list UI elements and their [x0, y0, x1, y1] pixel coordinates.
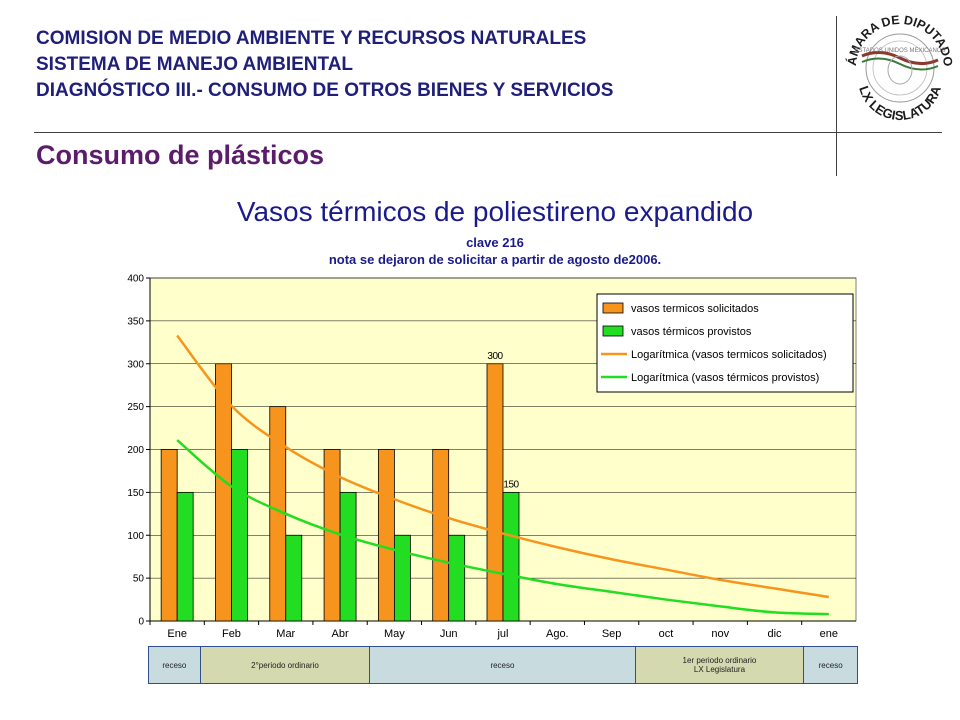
period-cell-receso-1: receso — [148, 646, 201, 684]
legend-box — [596, 293, 854, 393]
camara-seal-logo: CÁMARA DE DIPUTADOS ESTADOS UNIDOS MEXIC… — [840, 6, 955, 123]
seal-inner-ring — [872, 40, 928, 96]
chart-subtitle-line-1: clave 216 — [466, 235, 524, 250]
legend-label: vasos térmicos provistos — [631, 326, 752, 338]
x-tick-label: Sep — [602, 628, 622, 640]
period-cell-2nd-ordinary: 2°periodo ordinario — [199, 646, 371, 684]
bar-provistos — [176, 491, 194, 622]
trendline-solicitados — [176, 334, 830, 599]
bar-solicitados — [432, 449, 450, 622]
legend-label: Logarítmica (vasos termicos solicitados) — [631, 349, 827, 361]
y-tick-label: 0 — [138, 617, 144, 628]
header-divider — [34, 132, 942, 133]
bar-provistos — [393, 534, 411, 622]
period-cell-receso-2: receso — [369, 646, 636, 684]
x-tick-label: Jun — [440, 628, 458, 640]
bar-provistos — [502, 491, 520, 622]
bar-provistos — [448, 534, 466, 622]
legend-label: Logarítmica (vasos térmicos provistos) — [631, 372, 819, 384]
y-tick-label: 100 — [127, 531, 144, 542]
x-tick-label: jul — [496, 628, 508, 640]
legislative-periods-table: receso 2°periodo ordinario receso 1er pe… — [148, 646, 858, 684]
y-tick-label: 300 — [127, 359, 144, 370]
page-subtitle: Consumo de plásticos — [36, 140, 325, 170]
seal-inner-text: ESTADOS UNIDOS MEXICANOS — [855, 48, 946, 54]
trendline-provistos — [176, 439, 829, 616]
y-tick-label: 200 — [127, 445, 144, 456]
logo-divider — [836, 16, 837, 176]
bar-solicitados — [160, 449, 178, 622]
bar-solicitados — [377, 449, 395, 622]
seal-green-band — [861, 57, 939, 71]
header-block: COMISION DE MEDIO AMBIENTE Y RECURSOS NA… — [36, 26, 826, 104]
legend-swatch — [602, 325, 624, 337]
header-line-3: DIAGNÓSTICO III.- CONSUMO DE OTROS BIENE… — [36, 80, 614, 101]
bar-solicitados — [486, 363, 504, 622]
x-tick-label: Mar — [276, 628, 295, 640]
seal-eagle-icon — [887, 55, 913, 85]
chart-title: Vasos térmicos de poliestireno expandido — [236, 196, 754, 227]
x-tick-label: May — [384, 628, 405, 640]
x-tick-label: ene — [820, 628, 838, 640]
x-tick-label: oct — [659, 628, 674, 640]
period-cell-receso-3: receso — [803, 646, 858, 684]
bar-provistos — [285, 534, 303, 622]
header-line-1: COMISION DE MEDIO AMBIENTE Y RECURSOS NA… — [36, 28, 587, 49]
bar-provistos — [231, 449, 248, 622]
seal-red-band — [861, 51, 939, 65]
x-tick-label: dic — [768, 628, 783, 640]
x-tick-label: Ene — [167, 628, 187, 640]
chart-subtitle-line-2: nota se dejaron de solicitar a partir de… — [328, 252, 662, 267]
y-tick-label: 350 — [127, 316, 144, 327]
x-tick-label: Ago. — [546, 628, 569, 640]
x-tick-label: Feb — [222, 628, 241, 640]
y-tick-label: 400 — [127, 274, 144, 285]
header-line-2: SISTEMA DE MANEJO AMBIENTAL — [36, 54, 354, 75]
legend-label: vasos termicos solicitados — [631, 303, 759, 315]
data-label: 300 — [487, 351, 503, 362]
y-tick-label: 150 — [127, 488, 144, 499]
data-label: 150 — [503, 479, 519, 490]
x-tick-label: Abr — [332, 628, 349, 640]
legend-swatch — [602, 302, 624, 314]
period-cell-1st-ordinary: 1er periodo ordinario LX Legislatura — [634, 646, 805, 684]
bar-provistos — [339, 491, 357, 622]
x-tick-label: nov — [711, 628, 729, 640]
y-tick-label: 50 — [133, 574, 145, 585]
y-tick-label: 250 — [127, 402, 144, 413]
